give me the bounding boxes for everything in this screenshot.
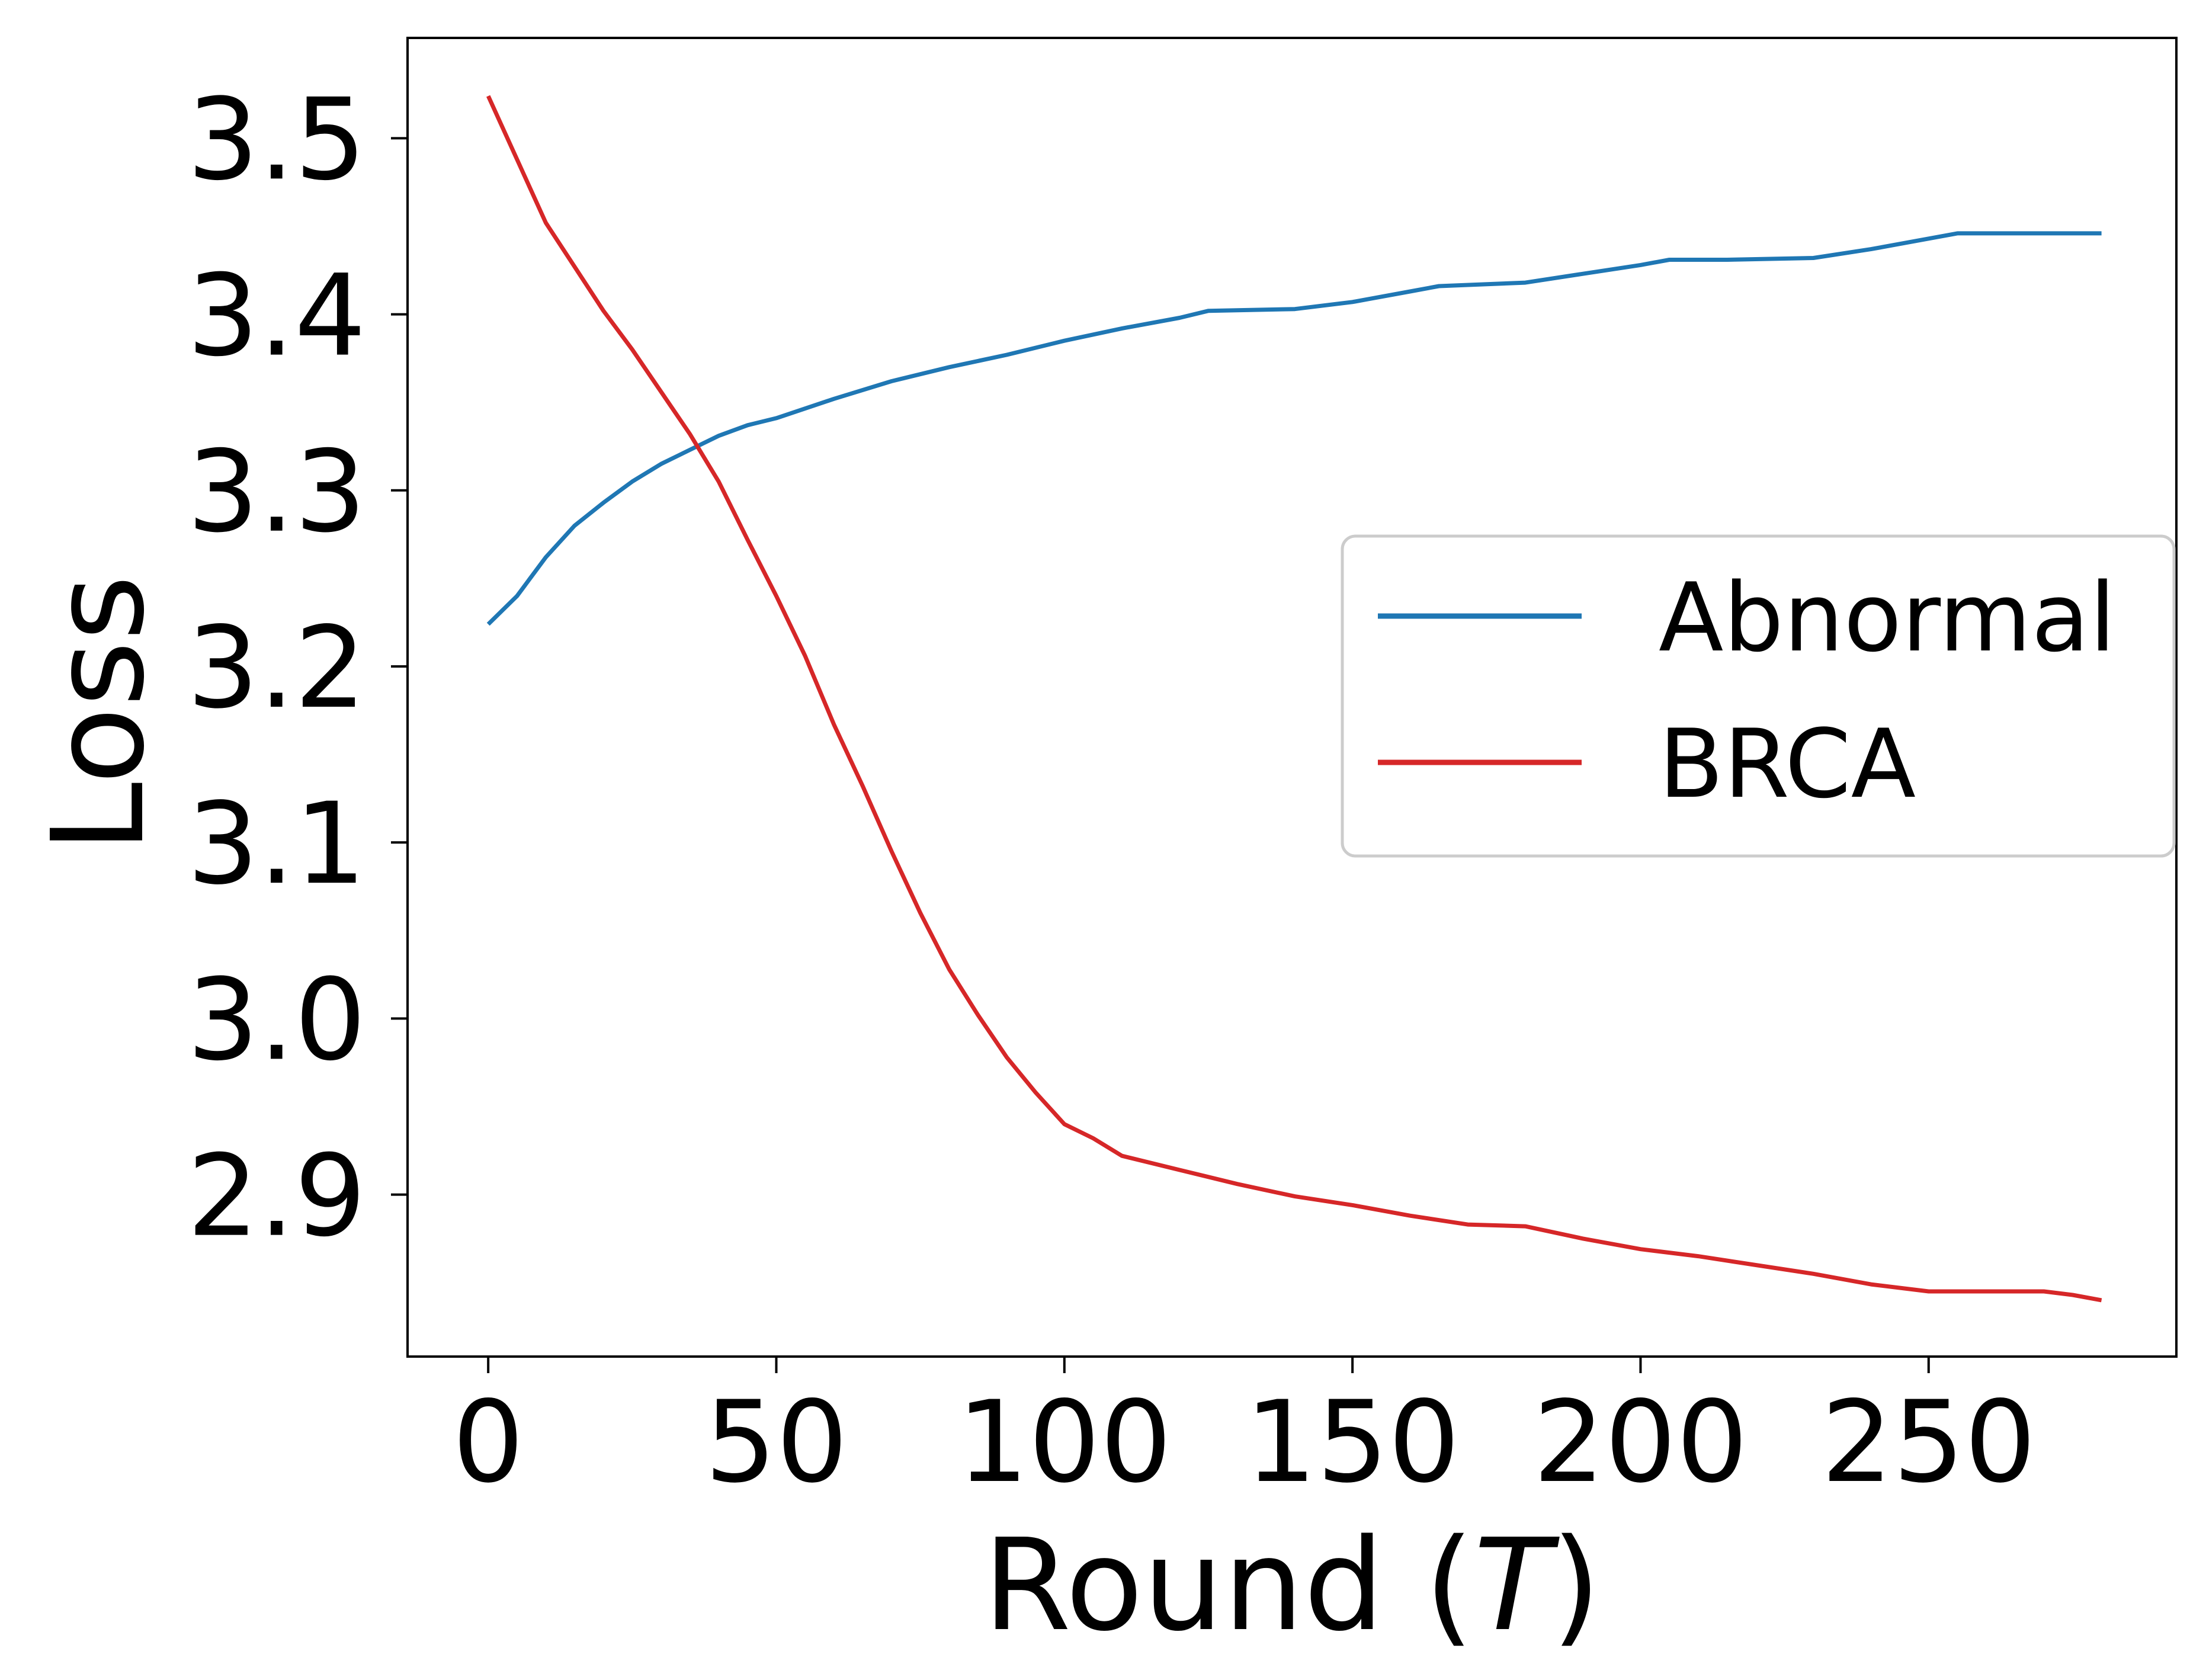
x-tick-label: 200 [1533, 1377, 1748, 1508]
y-tick-label: 2.9 [187, 1131, 366, 1262]
x-axis-label: Round (T) [983, 1512, 1601, 1659]
x-axis-ticks: 0 50 100 150 200 250 [453, 1357, 2036, 1508]
x-axis-label-suffix: ) [1551, 1512, 1601, 1659]
x-tick-label: 50 [705, 1377, 848, 1508]
y-tick-label: 3.5 [187, 74, 366, 205]
x-axis-label-prefix: Round ( [983, 1512, 1474, 1659]
series-line-abnormal [486, 231, 2102, 626]
x-tick-label: 150 [1245, 1377, 1460, 1508]
x-tick-label: 250 [1821, 1377, 2036, 1508]
x-axis-label-variable: T [1474, 1512, 1560, 1659]
y-tick-label: 3.3 [187, 427, 366, 557]
series-line-brca [486, 95, 2102, 1303]
plot-lines [486, 95, 2102, 1303]
y-tick-label: 3.2 [187, 602, 366, 733]
x-tick-label: 100 [957, 1377, 1172, 1508]
y-tick-label: 3.1 [187, 778, 366, 909]
y-tick-label: 3.0 [187, 954, 366, 1085]
legend: Abnormal BRCA [1341, 534, 2176, 858]
y-axis-label: Loss [25, 575, 172, 852]
y-axis-ticks: 2.9 3.0 3.1 3.2 3.3 3.4 3.5 [187, 74, 408, 1262]
legend-label-brca: BRCA [1659, 708, 1916, 819]
x-tick-label: 0 [453, 1377, 524, 1508]
y-tick-label: 3.4 [187, 251, 366, 381]
plot-area-frame [406, 37, 2178, 1358]
legend-label-abnormal: Abnormal [1659, 562, 2116, 673]
